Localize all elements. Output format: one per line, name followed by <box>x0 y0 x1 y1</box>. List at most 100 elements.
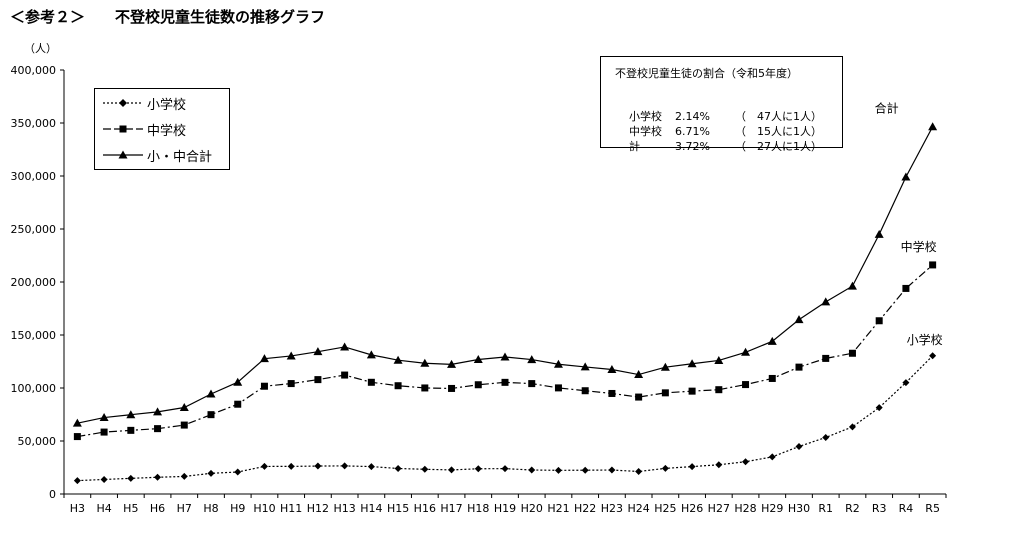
data-point <box>608 389 616 397</box>
data-point <box>742 381 750 389</box>
data-point <box>100 428 108 436</box>
data-point <box>794 315 804 324</box>
data-point <box>607 364 617 373</box>
data-point <box>715 461 723 469</box>
data-point <box>848 349 856 357</box>
legend-label-total: 小・中合計 <box>147 149 213 165</box>
data-point <box>207 411 215 419</box>
legend-swatch-junior-high <box>103 125 143 133</box>
data-point <box>367 463 375 471</box>
data-point <box>314 462 322 470</box>
ratio-percent: 3.72% <box>675 140 710 153</box>
ratio-info-box: 不登校児童生徒の割合（令和5年度） 小学校 2.14% （ 47人に1人） 中学校 6… <box>600 56 843 153</box>
data-point <box>848 423 856 431</box>
y-tick-label: 400,000 <box>11 64 57 77</box>
data-point <box>741 347 751 356</box>
data-point <box>341 371 349 379</box>
data-point <box>901 172 911 181</box>
data-point <box>501 378 509 386</box>
data-point <box>394 382 402 390</box>
data-point <box>715 386 723 394</box>
data-point <box>286 351 296 360</box>
x-tick-label: H4 <box>96 502 111 515</box>
data-point <box>847 281 857 290</box>
series-line-1 <box>77 264 934 438</box>
data-point <box>714 355 724 364</box>
x-tick-label: H10 <box>253 502 275 515</box>
x-tick-label: H20 <box>521 502 543 515</box>
data-point <box>553 359 563 368</box>
data-point <box>688 387 696 395</box>
legend-swatch-elementary <box>103 99 143 107</box>
data-point <box>768 453 776 461</box>
data-point <box>233 377 243 386</box>
data-point <box>554 466 562 474</box>
data-point <box>902 379 910 387</box>
data-point <box>608 466 616 474</box>
data-point <box>73 477 81 485</box>
y-tick-label: 350,000 <box>11 117 57 130</box>
data-point <box>528 380 536 388</box>
ratio-per-students: （ 47人に1人） <box>735 110 822 123</box>
data-point <box>234 400 242 408</box>
data-point <box>874 229 884 238</box>
data-point <box>234 468 242 476</box>
x-tick-label: H9 <box>230 502 245 515</box>
data-point <box>447 359 457 368</box>
data-point <box>154 473 162 481</box>
data-point <box>260 382 268 390</box>
series-end-label-0: 小学校 <box>907 332 943 347</box>
ratio-category: 小学校 <box>629 110 662 123</box>
data-point <box>207 469 215 477</box>
data-point <box>902 284 910 292</box>
ratio-row-junior-high: 中学校 6.71% （ 15人に1人） <box>615 110 822 152</box>
data-point <box>313 347 323 356</box>
data-point <box>929 352 937 360</box>
x-tick-label: H18 <box>467 502 489 515</box>
data-point <box>661 464 669 472</box>
data-point <box>448 384 456 392</box>
data-point <box>688 463 696 471</box>
x-tick-label: R5 <box>925 502 940 515</box>
chart-legend: 小学校 中学校 小・中合計 <box>94 88 230 170</box>
x-tick-label: H17 <box>440 502 462 515</box>
series-line-2 <box>77 126 934 424</box>
x-tick-label: H28 <box>734 502 756 515</box>
x-tick-label: H26 <box>681 502 703 515</box>
y-tick-label: 200,000 <box>11 276 57 289</box>
y-tick-label: 150,000 <box>11 329 57 342</box>
data-point <box>180 472 188 480</box>
legend-label-junior-high: 中学校 <box>147 123 187 139</box>
data-point <box>421 465 429 473</box>
data-point <box>501 465 509 473</box>
y-axis-unit-label: （人） <box>24 42 57 55</box>
legend-label-elementary: 小学校 <box>147 97 187 113</box>
data-point <box>394 464 402 472</box>
data-point <box>100 475 108 483</box>
data-point <box>127 426 135 434</box>
legend-item-junior-high: 中学校 <box>101 119 186 139</box>
series-end-label-1: 中学校 <box>901 239 937 254</box>
y-tick-label: 300,000 <box>11 170 57 183</box>
ratio-per-students: （ 15人に1人） <box>735 125 822 138</box>
x-tick-label: R1 <box>818 502 833 515</box>
data-point <box>341 462 349 470</box>
data-point <box>580 362 590 371</box>
data-point <box>99 413 109 422</box>
data-point <box>366 350 376 359</box>
data-point <box>448 466 456 474</box>
data-point <box>259 354 269 363</box>
data-point <box>180 421 188 429</box>
data-point <box>500 352 510 361</box>
x-tick-label: H6 <box>150 502 165 515</box>
ratio-per-students: （ 27人に1人） <box>735 140 822 153</box>
data-point <box>314 376 322 384</box>
data-point <box>126 410 136 419</box>
data-point <box>768 374 776 382</box>
data-point <box>660 362 670 371</box>
ratio-category: 計 <box>629 140 640 153</box>
data-point <box>420 358 430 367</box>
data-point <box>72 418 82 427</box>
data-point <box>421 384 429 392</box>
x-tick-label: H13 <box>333 502 355 515</box>
